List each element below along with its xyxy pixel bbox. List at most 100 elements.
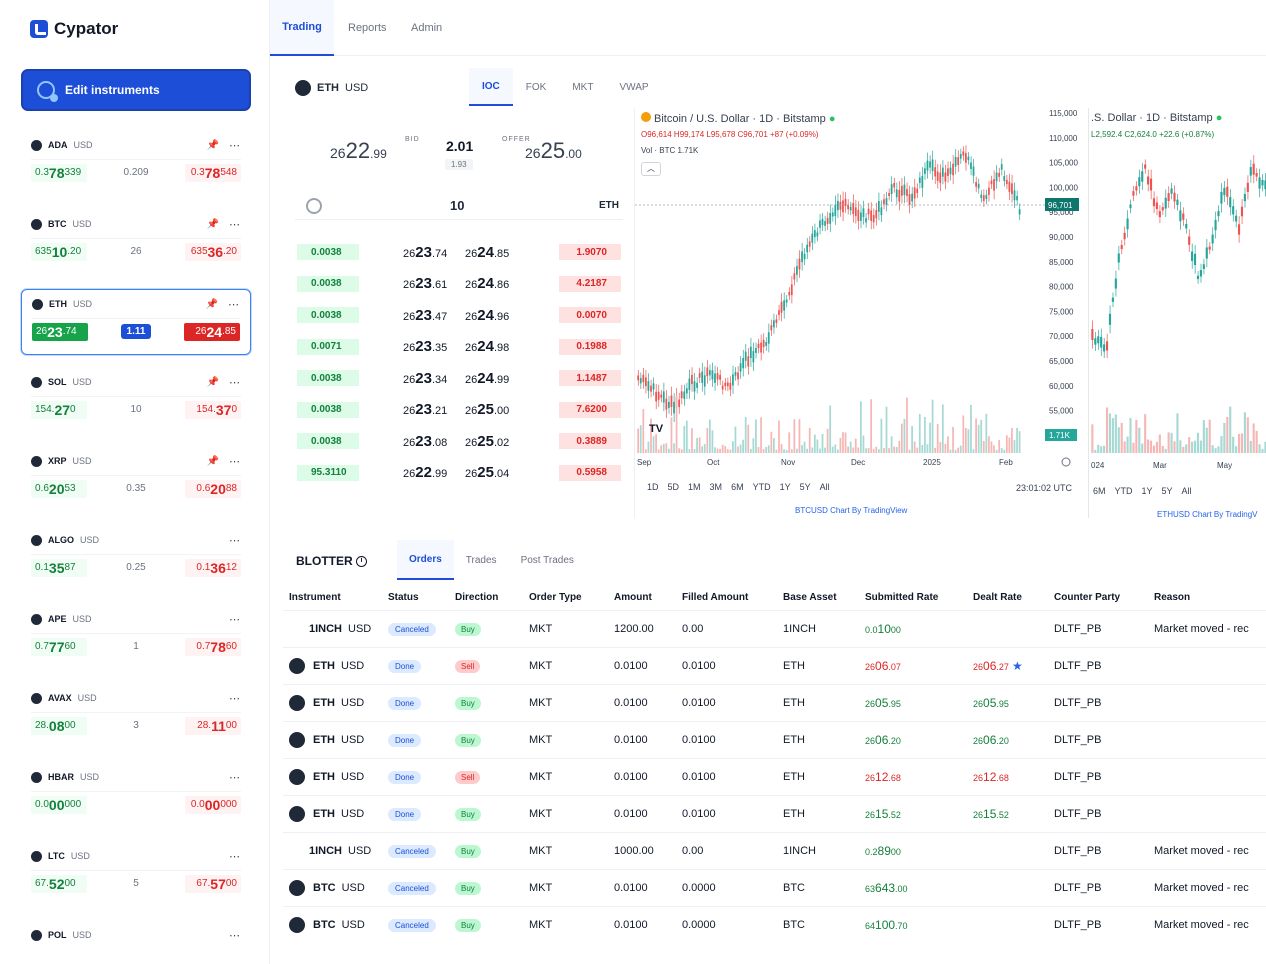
table-row[interactable]: 1INCH USD Canceled Buy MKT 1200.00 0.00 1INCH 0.… <box>283 609 1266 647</box>
btc-chart[interactable]: Bitcoin / U.S. Dollar · 1D · Bitstamp ● … <box>634 108 1088 518</box>
column-header[interactable]: Filled Amount <box>682 592 749 604</box>
range-button[interactable]: 5Y <box>1161 486 1173 496</box>
ladder-row[interactable]: 0.0038 2623.47 2624.96 0.0070 <box>297 305 621 325</box>
ladder-ask-price[interactable]: 2624.96 <box>465 307 527 324</box>
ladder-ask-price[interactable]: 2625.02 <box>465 433 527 450</box>
ladder-ask-price[interactable]: 2624.99 <box>465 370 527 387</box>
ladder-bid-price[interactable]: 2623.21 <box>403 401 465 418</box>
ladder-ask-price[interactable]: 2624.85 <box>465 244 527 261</box>
more-icon[interactable]: ⋯ <box>229 613 241 626</box>
instrument-ask[interactable]: 635 36.20 <box>185 242 241 261</box>
instrument-card[interactable]: SOL USD 📌 ⋯ 154. 27 0 10 154. 37 0 <box>21 368 251 434</box>
range-button[interactable]: 1Y <box>779 482 791 492</box>
range-button[interactable]: 1Y <box>1141 486 1153 496</box>
column-header[interactable]: Base Asset <box>783 592 837 604</box>
eth-chart[interactable]: .S. Dollar · 1D · Bitstamp ● L2,592.4 C2… <box>1088 108 1266 519</box>
table-row[interactable]: BTC USD Canceled Buy MKT 0.0100 0.0000 BTC 64100… <box>283 905 1266 943</box>
ladder-row[interactable]: 0.0038 2623.34 2624.99 1.1487 <box>297 368 621 388</box>
range-button[interactable]: 1M <box>688 482 701 492</box>
range-button[interactable]: 3M <box>709 482 723 492</box>
blotter-tab-trades[interactable]: Trades <box>465 554 497 566</box>
instrument-bid[interactable]: 0.3 78 339 <box>31 163 87 182</box>
instrument-bid[interactable]: 0.6 20 53 <box>31 479 87 498</box>
chart2-footer[interactable]: ETHUSD Chart By TradingV <box>1157 510 1258 519</box>
ladder-row[interactable]: 0.0038 2623.61 2624.86 4.2187 <box>297 274 621 294</box>
range-button[interactable]: YTD <box>752 482 771 492</box>
pin-icon[interactable]: 📌 <box>206 376 219 388</box>
instrument-bid[interactable]: 154. 27 0 <box>31 400 87 419</box>
order-type-ioc[interactable]: IOC <box>469 68 513 106</box>
nav-tab-reports[interactable]: Reports <box>348 0 387 56</box>
column-header[interactable]: Instrument <box>289 592 341 604</box>
instrument-bid[interactable]: 0.1 35 87 <box>31 558 87 577</box>
range-button[interactable]: 1D <box>647 482 659 492</box>
more-icon[interactable]: ⋯ <box>229 534 241 547</box>
instrument-ask[interactable]: 26 24.85 <box>183 322 240 341</box>
column-header[interactable]: Order Type <box>529 592 582 604</box>
nav-tab-admin[interactable]: Admin <box>411 0 442 56</box>
column-header[interactable]: Direction <box>455 592 499 604</box>
range-button[interactable]: All <box>819 482 830 492</box>
instrument-ask[interactable]: 0.0 00 000 <box>185 795 241 814</box>
more-icon[interactable]: ⋯ <box>229 455 241 468</box>
table-row[interactable]: ETH USD Done Sell MKT 0.0100 0.0100 ETH 2612.68 2… <box>283 757 1266 795</box>
more-icon[interactable]: ⋯ <box>229 850 241 863</box>
more-icon[interactable]: ⋯ <box>229 139 241 152</box>
ladder-bid-price[interactable]: 2622.99 <box>403 464 465 481</box>
more-icon[interactable]: ⋯ <box>229 929 241 942</box>
ladder-row[interactable]: 0.0038 2623.21 2625.00 7.6200 <box>297 400 621 420</box>
range-button[interactable]: 5Y <box>799 482 811 492</box>
instrument-ask[interactable]: 0.1 36 12 <box>185 558 241 577</box>
column-header[interactable]: Dealt Rate <box>973 592 1022 604</box>
instrument-bid[interactable]: 26 23.74 <box>32 322 88 341</box>
instrument-ask[interactable]: 154. 37 0 <box>185 400 241 419</box>
info-icon[interactable]: i <box>356 556 368 568</box>
ladder-bid-price[interactable]: 2623.74 <box>403 244 465 261</box>
quantity-unit[interactable]: ETH <box>599 200 619 211</box>
more-icon[interactable]: ⋯ <box>229 692 241 705</box>
instrument-ask[interactable]: 0.3 78 548 <box>185 163 241 182</box>
ladder-row[interactable]: 0.0038 2623.08 2625.02 0.3889 <box>297 431 621 451</box>
instrument-ask[interactable]: 28. 11 00 <box>185 716 241 735</box>
instrument-ask[interactable]: 0.7 78 60 <box>185 637 241 656</box>
quantity-input[interactable]: 10 <box>450 198 465 213</box>
instrument-card[interactable]: ETH USD 📌 ⋯ 26 23.74 1.11 26 24.85 <box>21 289 251 355</box>
instrument-card[interactable]: BTC USD 📌 ⋯ 635 10.20 26 635 36.20 <box>21 210 251 276</box>
ladder-bid-price[interactable]: 2623.34 <box>403 370 465 387</box>
instrument-bid[interactable]: 28. 08 00 <box>31 716 87 735</box>
column-header[interactable]: Reason <box>1154 592 1191 604</box>
order-type-vwap[interactable]: VWAP <box>619 81 649 93</box>
more-icon[interactable]: ⋯ <box>229 218 241 231</box>
table-row[interactable]: ETH USD Done Buy MKT 0.0100 0.0100 ETH 2606.20 26… <box>283 720 1266 758</box>
nav-tab-trading[interactable]: Trading <box>270 0 334 56</box>
instrument-bid[interactable]: 67. 52 00 <box>31 874 87 893</box>
instrument-card[interactable]: ADA USD 📌 ⋯ 0.3 78 339 0.209 0.3 78 548 <box>21 131 251 197</box>
column-header[interactable]: Counter Party <box>1054 592 1121 604</box>
blotter-tab-orders[interactable]: Orders <box>397 540 454 580</box>
instrument-bid[interactable]: 635 10.20 <box>31 242 87 261</box>
table-row[interactable]: ETH USD Done Buy MKT 0.0100 0.0100 ETH 2615.52 26… <box>283 794 1266 832</box>
more-icon[interactable]: ⋯ <box>229 771 241 784</box>
ladder-bid-price[interactable]: 2623.35 <box>403 338 465 355</box>
chart1-footer[interactable]: BTCUSD Chart By TradingView <box>795 506 908 515</box>
instrument-bid[interactable]: 0.0 00 000 <box>31 795 87 814</box>
pin-icon[interactable]: 📌 <box>205 298 218 310</box>
order-type-fok[interactable]: FOK <box>525 81 547 93</box>
more-icon[interactable]: ⋯ <box>228 298 240 311</box>
bid-price[interactable]: 2622.99 <box>330 138 387 164</box>
ladder-ask-price[interactable]: 2624.98 <box>465 338 527 355</box>
offer-price[interactable]: 2625.00 <box>525 138 582 164</box>
blotter-tab-post-trades[interactable]: Post Trades <box>520 554 574 566</box>
table-row[interactable]: ETH USD Done Buy MKT 0.0100 0.0100 ETH 2605.95 26… <box>283 683 1266 721</box>
edit-instruments-button[interactable]: Edit instruments <box>21 69 251 111</box>
ladder-row[interactable]: 0.0038 2623.74 2624.85 1.9070 <box>297 242 621 262</box>
range-button[interactable]: All <box>1181 486 1192 496</box>
ladder-bid-price[interactable]: 2623.61 <box>403 275 465 292</box>
column-header[interactable]: Submitted Rate <box>865 592 939 604</box>
instrument-ask[interactable]: 67. 57 00 <box>185 874 241 893</box>
more-icon[interactable]: ⋯ <box>229 376 241 389</box>
